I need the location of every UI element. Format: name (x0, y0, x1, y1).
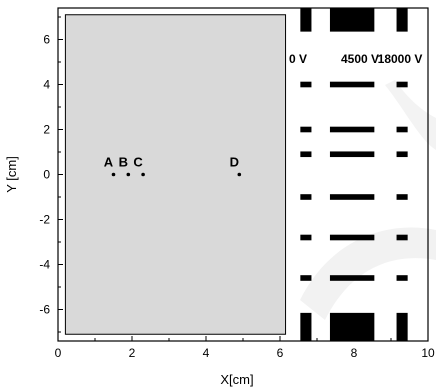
electrode-bar (396, 275, 408, 281)
electrode-bar (300, 151, 312, 158)
y-tick-label: 2 (43, 123, 50, 137)
electrode-layer (300, 8, 408, 341)
electrode-bar (300, 126, 312, 133)
electrode-top-plate (300, 8, 312, 32)
electrode-bar (300, 194, 312, 200)
y-axis-label: Y [cm] (4, 156, 19, 193)
x-tick-label: 6 (277, 346, 284, 360)
electrode-bar (329, 151, 375, 158)
x-axis-label: X[cm] (220, 372, 253, 387)
region-layer (64, 14, 287, 335)
electrode-bottom-plate (396, 312, 408, 341)
point-marker (141, 172, 145, 177)
y-tick-label: -4 (39, 258, 50, 272)
electrode-bottom-plate (329, 312, 375, 341)
watermark-shape (300, 80, 436, 320)
electrode-bar (329, 194, 375, 200)
electrode-bar (300, 81, 312, 88)
electrode-top-plate (329, 8, 375, 32)
point-marker (237, 172, 242, 177)
y-tick-label: 0 (43, 168, 50, 182)
electrode-bar (329, 234, 375, 241)
watermark-curve (385, 80, 436, 150)
y-tick-label: -6 (39, 303, 50, 317)
electrode-bar (329, 81, 375, 88)
shaded-region (64, 14, 287, 335)
x-tick-label: 8 (351, 346, 358, 360)
y-tick-label: 6 (43, 33, 50, 47)
electrode-top-plate (396, 8, 408, 32)
x-tick-label: 2 (129, 346, 136, 360)
voltage-label: 18000 V (378, 52, 423, 66)
electrode-bar (329, 275, 375, 281)
electrode-bar (300, 234, 312, 241)
point-label: C (133, 155, 143, 170)
voltage-label: 0 V (289, 52, 307, 66)
axis-layer: 0 2 4 6 8 10 6 4 2 0 -2 -4 -6 X[cm] Y [cm] (4, 7, 435, 387)
x-tick-label: 0 (55, 346, 62, 360)
electrode-bar (329, 126, 375, 133)
electrode-bottom-plate (300, 312, 312, 341)
point-marker (111, 172, 116, 177)
watermark-curve (300, 227, 436, 320)
electrode-bar (396, 151, 408, 158)
point-label: B (119, 155, 128, 170)
x-tick-label: 4 (203, 346, 210, 360)
voltage-label: 4500 V (341, 52, 379, 66)
electrode-bar (396, 194, 408, 200)
y-tick-label: -2 (39, 213, 50, 227)
point-label: A (104, 155, 114, 170)
y-tick-label: 4 (43, 78, 50, 92)
electrode-bar (396, 81, 408, 88)
electrode-bar (396, 126, 408, 133)
electrode-bar (396, 234, 408, 241)
electrode-bar (300, 275, 312, 281)
point-marker (126, 172, 131, 177)
point-label: D (230, 155, 239, 170)
x-tick-label: 10 (421, 346, 435, 360)
